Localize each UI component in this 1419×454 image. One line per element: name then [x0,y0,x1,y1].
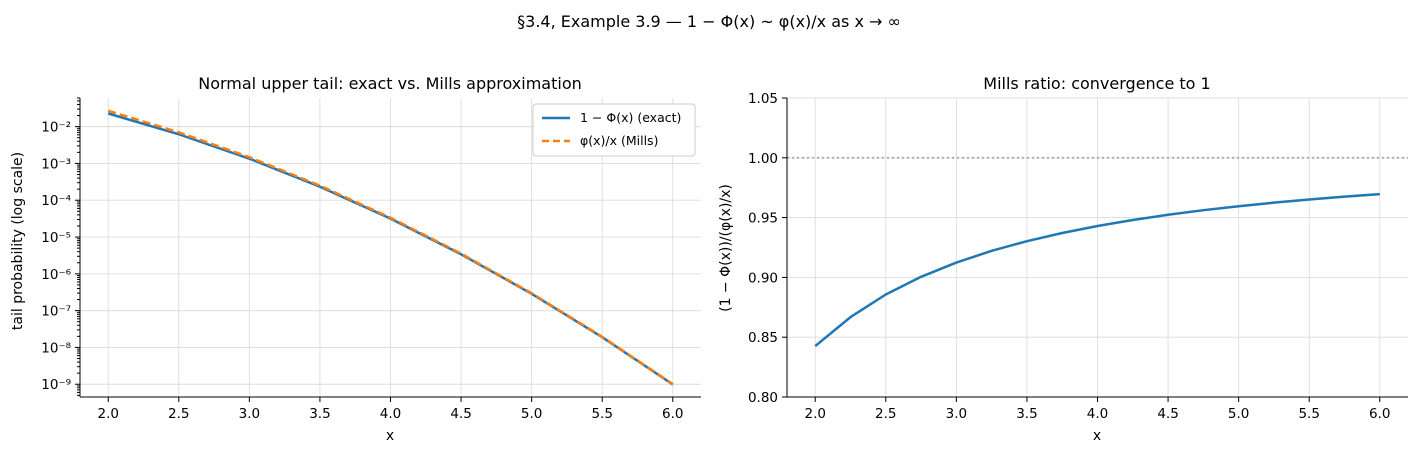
right-y-tick-label: 0.80 [748,390,778,406]
right-x-axis-label: x [1093,428,1101,444]
right-series-lines [814,192,1380,348]
right-x-tick-label: 5.5 [1298,406,1319,422]
left-series-lines [107,109,674,386]
left-y-tick-label: 10⁻⁵ [41,230,71,246]
left-y-tick-label: 10⁻⁹ [41,377,71,393]
left-x-tick-label: 2.5 [168,406,189,422]
left-y-ticks: 10⁻² 10⁻³ 10⁻⁴ 10⁻⁵ 10⁻⁶ 10⁻⁷ 10⁻⁸ 10⁻⁹ [41,97,80,396]
right-x-tick-label: 5.0 [1228,406,1249,422]
right-x-tick-label: 4.0 [1087,406,1108,422]
left-y-tick-label: 10⁻² [41,120,71,136]
left-x-tick-label: 5.5 [591,406,612,422]
left-x-tick-label: 3.5 [309,406,330,422]
legend-frame [532,103,696,157]
left-y-axis-label: tail probability (log scale) [10,152,26,330]
left-y-tick-label: 10⁻⁷ [41,304,71,320]
right-y-tick-label: 1.05 [748,91,778,107]
left-x-tick-label: 4.0 [380,406,401,422]
right-x-tick-label: 2.0 [804,406,825,422]
right-y-tick-label: 0.90 [748,270,778,286]
right-chart-title: Mills ratio: convergence to 1 [983,74,1210,93]
tail-probability-panel: 2.0 2.5 3.0 3.5 4.0 4.5 5.0 5.5 6.0 10⁻² 10⁻³ 10⁻⁴… [10,74,701,444]
right-x-tick-label: 3.5 [1016,406,1037,422]
left-legend: 1 − Φ(x) (exact) φ(x)/x (Mills) [532,103,696,157]
left-x-ticks: 2.0 2.5 3.0 3.5 4.0 4.5 5.0 5.5 6.0 [97,397,684,422]
right-x-ticks: 2.0 2.5 3.0 3.5 4.0 4.5 5.0 5.5 6.0 [804,397,1391,422]
mills-ratio-panel: 2.0 2.5 3.0 3.5 4.0 4.5 5.0 5.5 6.0 0.80 0.85 0.90… [718,74,1408,444]
right-x-tick-label: 6.0 [1369,406,1390,422]
mills-ratio-line [814,192,1380,348]
left-y-tick-label: 10⁻⁴ [41,193,71,209]
right-grid [787,97,1408,398]
right-x-tick-label: 2.5 [875,406,896,422]
right-y-tick-label: 1.00 [748,151,778,167]
right-y-tick-label: 0.95 [748,211,778,227]
mills-approx-line [107,109,674,386]
right-y-axis-label: (1 − Φ(x))/(φ(x)/x) [718,184,734,312]
left-x-tick-label: 3.0 [239,406,260,422]
left-x-tick-label: 2.0 [97,406,118,422]
left-y-tick-label: 10⁻⁶ [41,267,71,283]
left-x-tick-label: 5.0 [521,406,542,422]
right-x-tick-label: 4.5 [1157,406,1178,422]
legend-label-exact: 1 − Φ(x) (exact) [580,110,681,125]
left-x-axis-label: x [386,428,394,444]
left-chart-title: Normal upper tail: exact vs. Mills appro… [198,74,582,93]
left-y-tick-label: 10⁻⁸ [41,340,71,356]
legend-label-mills: φ(x)/x (Mills) [580,133,658,148]
right-y-tick-label: 0.85 [748,330,778,346]
right-x-tick-label: 3.0 [946,406,967,422]
right-y-ticks: 0.80 0.85 0.90 0.95 1.00 1.05 [748,91,787,406]
left-x-tick-label: 6.0 [662,406,683,422]
left-x-tick-label: 4.5 [450,406,471,422]
left-y-tick-label: 10⁻³ [41,156,71,172]
figure-suptitle: §3.4, Example 3.9 — 1 − Φ(x) ~ φ(x)/x as… [517,12,901,31]
